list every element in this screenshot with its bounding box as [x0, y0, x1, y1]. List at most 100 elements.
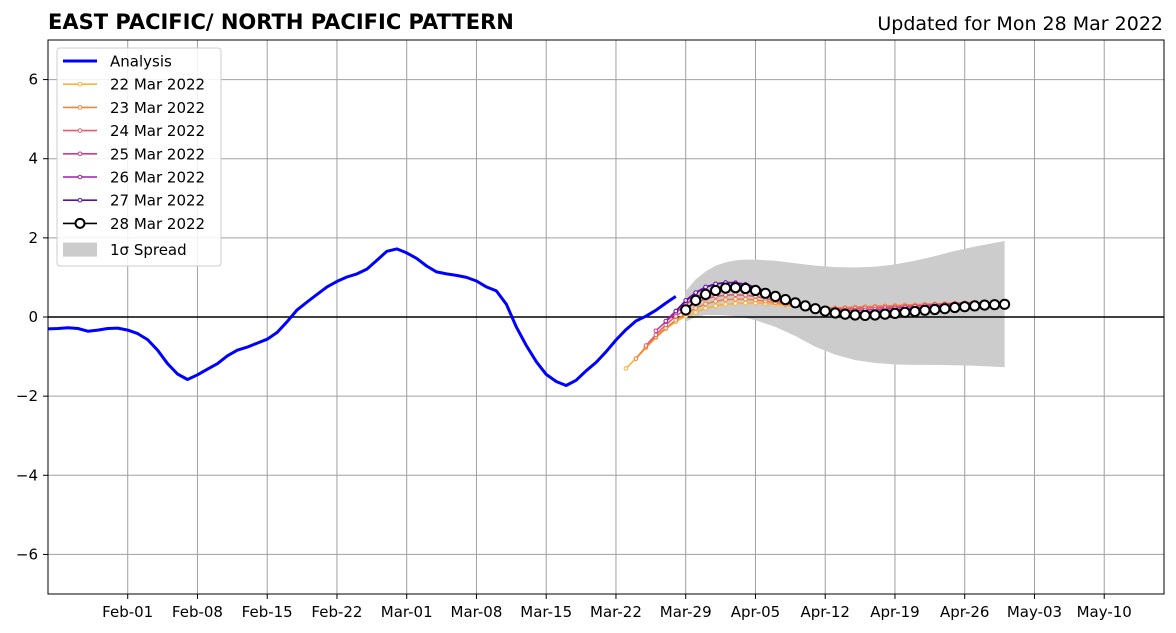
- data-point: [939, 303, 951, 315]
- legend-swatch-marker: [77, 174, 83, 180]
- data-point: [753, 297, 758, 303]
- data-point: [683, 298, 689, 303]
- data-point: [979, 299, 991, 311]
- legend-label: 26 Mar 2022: [110, 169, 205, 187]
- legend-swatch-marker: [77, 81, 83, 87]
- data-point: [653, 328, 659, 334]
- legend-item: 25 Mar 2022: [63, 145, 205, 163]
- legend-label: 25 Mar 2022: [110, 145, 205, 163]
- data-point: [929, 303, 941, 316]
- x-tick-label: Mar-29: [660, 603, 712, 621]
- legend-item: 22 Mar 2022: [63, 76, 205, 94]
- legend-label: 24 Mar 2022: [110, 122, 205, 140]
- legend-item: 26 Mar 2022: [63, 169, 205, 187]
- data-point: [673, 308, 679, 314]
- legend: Analysis 22 Mar 2022 23 Mar 2022 24 Mar 202…: [56, 47, 222, 267]
- data-point: [710, 284, 722, 297]
- legend-box: [56, 47, 222, 267]
- legend-item: 24 Mar 2022: [63, 122, 205, 140]
- data-point: [690, 294, 702, 306]
- data-point: [739, 282, 752, 295]
- data-point: [949, 301, 961, 314]
- legend-label: 28 Mar 2022: [110, 215, 205, 233]
- legend-label: 27 Mar 2022: [110, 192, 205, 210]
- data-point: [680, 304, 692, 316]
- series-group: [48, 247, 1011, 387]
- data-point: [623, 366, 629, 371]
- data-point: [673, 317, 679, 323]
- spread-band: [685, 241, 1005, 368]
- data-point: [733, 301, 738, 306]
- data-point: [723, 302, 728, 307]
- data-point: [989, 299, 1001, 311]
- legend-label: Analysis: [110, 53, 172, 71]
- data-point: [999, 298, 1011, 310]
- data-point: [723, 297, 728, 302]
- data-point: [829, 307, 841, 319]
- y-tick-label: −6: [16, 545, 38, 563]
- y-tick-label: −2: [16, 387, 38, 405]
- legend-swatch-marker: [74, 217, 86, 229]
- legend-item: Analysis: [63, 53, 172, 71]
- data-point: [693, 290, 699, 295]
- legend-label: 23 Mar 2022: [110, 99, 205, 117]
- x-tick-label: Apr-05: [731, 603, 781, 621]
- data-point: [733, 292, 738, 298]
- data-point: [703, 306, 708, 311]
- data-point: [969, 300, 981, 312]
- data-point: [703, 301, 708, 307]
- data-point: [919, 304, 931, 316]
- data-point: [789, 297, 801, 309]
- y-tick-label: 6: [28, 71, 38, 89]
- data-point: [700, 288, 712, 300]
- y-tick-label: 0: [28, 308, 38, 326]
- chart-title: EAST PACIFIC/ NORTH PACIFIC PATTERN: [48, 10, 514, 34]
- series-analysis: [48, 247, 677, 387]
- legend-item: 1σ Spread: [63, 241, 187, 259]
- x-tick-label: Feb-01: [102, 603, 153, 621]
- updated-label: Updated for Mon 28 Mar 2022: [877, 13, 1163, 35]
- x-tick-label: Feb-22: [311, 603, 362, 621]
- data-point: [859, 309, 871, 321]
- x-tick-label: May-03: [1007, 603, 1062, 621]
- data-point: [743, 300, 748, 306]
- x-tick-label: Apr-26: [940, 603, 990, 621]
- data-point: [733, 296, 738, 302]
- legend-label: 22 Mar 2022: [110, 76, 205, 94]
- data-point: [909, 305, 921, 318]
- data-point: [879, 308, 891, 320]
- data-point: [959, 301, 971, 313]
- data-point: [703, 284, 708, 290]
- data-point: [759, 287, 772, 299]
- legend-item: 28 Mar 2022: [63, 215, 205, 233]
- x-axis: Feb-01 Feb-08 Feb-15 Feb-22 Mar-01 Mar-08 Mar-…: [102, 594, 1132, 621]
- data-point: [663, 318, 669, 324]
- data-point: [633, 356, 639, 361]
- x-tick-label: Apr-12: [800, 603, 850, 621]
- data-point: [889, 307, 901, 319]
- data-point: [713, 303, 718, 309]
- x-tick-label: Mar-15: [520, 603, 572, 621]
- data-point: [720, 282, 732, 294]
- y-tick-label: 4: [28, 150, 38, 168]
- legend-swatch-marker: [77, 105, 83, 110]
- data-point: [809, 303, 821, 315]
- legend-label: 1σ Spread: [110, 241, 187, 259]
- legend-swatch-spread: [63, 242, 97, 257]
- legend-item: 27 Mar 2022: [63, 192, 205, 210]
- x-tick-label: Mar-08: [451, 603, 503, 621]
- x-tick-label: Feb-15: [242, 603, 293, 621]
- data-point: [693, 306, 699, 311]
- legend-item: 23 Mar 2022: [63, 99, 205, 117]
- y-tick-label: 2: [28, 229, 38, 247]
- legend-swatch-marker: [77, 128, 83, 133]
- x-tick-label: May-10: [1077, 603, 1132, 621]
- data-point: [653, 332, 659, 338]
- data-point: [849, 309, 861, 321]
- x-tick-label: Mar-22: [590, 603, 642, 621]
- data-point: [839, 308, 851, 320]
- legend-swatch-marker: [77, 197, 83, 203]
- x-tick-label: Apr-19: [870, 603, 920, 621]
- data-point: [769, 290, 782, 302]
